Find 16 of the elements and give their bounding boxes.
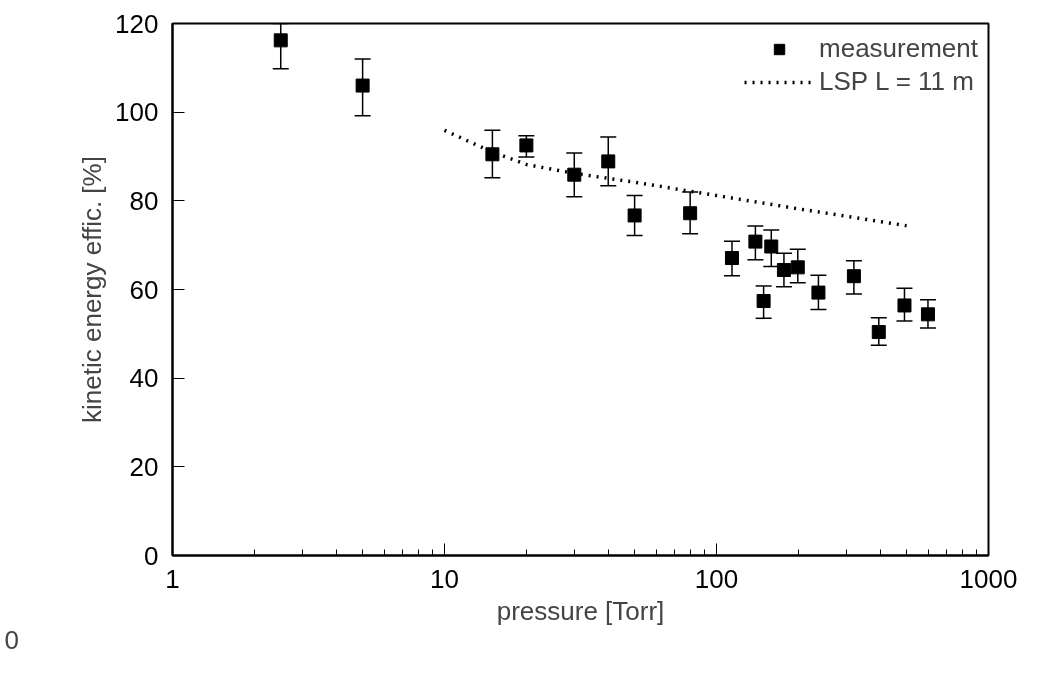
y-tick-label: 20 (129, 451, 159, 482)
x-tick-label: 100 (694, 563, 739, 594)
y-axis-title: kinetic energy effic. [%] (77, 156, 108, 423)
y-tick-label: 120 (115, 8, 159, 39)
y-tick-label: 0 (144, 540, 159, 571)
x-axis-title: pressure [Torr] (496, 595, 665, 626)
text: 0 (4, 624, 19, 655)
y-tick-label: 100 (115, 97, 159, 128)
legend-label: measurement (819, 33, 978, 64)
x-tick-label: 1000 (959, 563, 1018, 594)
legend-label: LSP L = 11 m (819, 66, 974, 97)
y-tick-label: 60 (129, 274, 159, 305)
x-tick-label: 10 (430, 563, 459, 594)
y-tick-label: 80 (129, 185, 159, 216)
x-tick-label: 1 (165, 563, 180, 594)
y-tick-label: 40 (129, 363, 159, 394)
